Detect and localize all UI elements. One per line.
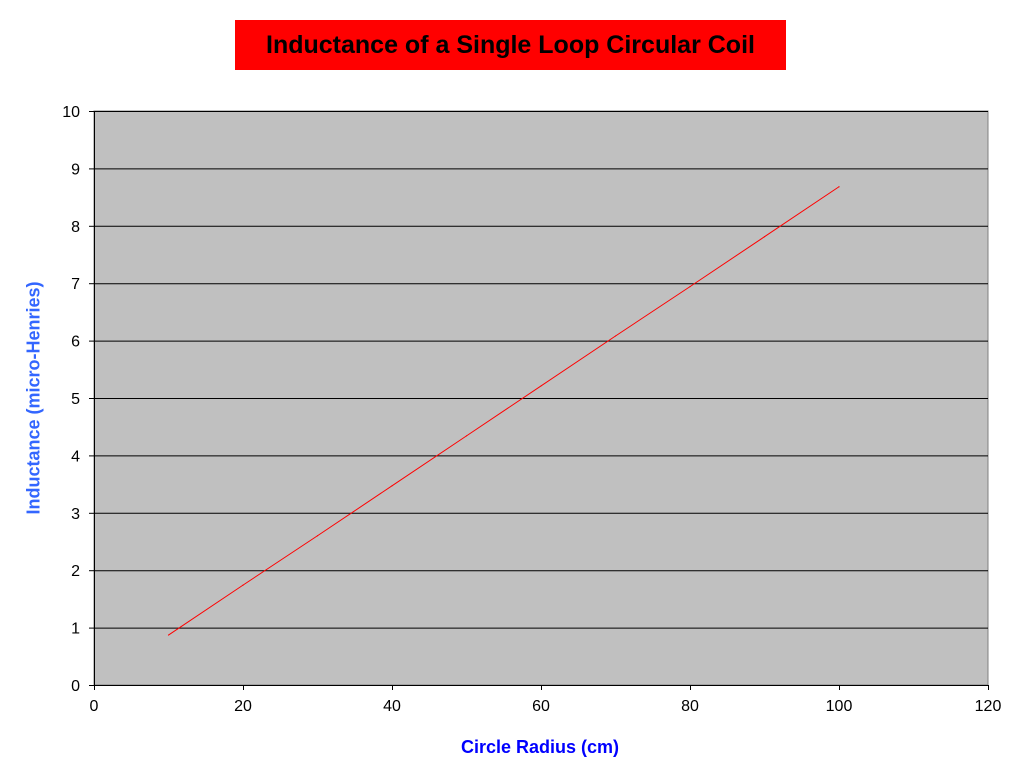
x-tick-label: 20 xyxy=(234,698,252,715)
data-point xyxy=(838,186,840,188)
data-point xyxy=(689,286,691,288)
data-point xyxy=(763,236,766,238)
y-tick-label: 1 xyxy=(71,621,80,638)
data-point xyxy=(316,535,319,537)
x-tick-label: 40 xyxy=(383,698,401,715)
y-tick-label: 0 xyxy=(71,678,80,695)
data-point xyxy=(167,634,170,636)
data-point xyxy=(465,435,468,437)
series-line xyxy=(168,186,840,636)
y-tick-label: 8 xyxy=(71,219,80,236)
y-tick-label: 3 xyxy=(71,506,80,523)
data-point xyxy=(540,385,542,387)
y-tick-label: 6 xyxy=(71,334,80,351)
x-tick-label: 120 xyxy=(975,698,1002,715)
y-tick-label: 5 xyxy=(71,391,80,408)
y-axis-label: Inductance (micro-Henries) xyxy=(23,281,44,515)
x-tick-label: 60 xyxy=(532,698,550,715)
y-tick-label: 4 xyxy=(71,448,80,465)
y-tick-label: 2 xyxy=(71,563,80,580)
x-tick-label: 80 xyxy=(681,698,699,715)
y-tick-label: 7 xyxy=(71,276,80,293)
y-tick-label: 9 xyxy=(71,161,80,178)
chart-title: Inductance of a Single Loop Circular Coi… xyxy=(235,20,786,70)
data-point xyxy=(242,584,244,586)
x-tick-label: 100 xyxy=(826,698,853,715)
data-point xyxy=(614,335,617,337)
data-point xyxy=(391,485,393,487)
y-tick-label: 10 xyxy=(62,104,80,121)
x-axis-label: Circle Radius (cm) xyxy=(460,737,620,757)
x-tick-label: 0 xyxy=(90,698,99,715)
